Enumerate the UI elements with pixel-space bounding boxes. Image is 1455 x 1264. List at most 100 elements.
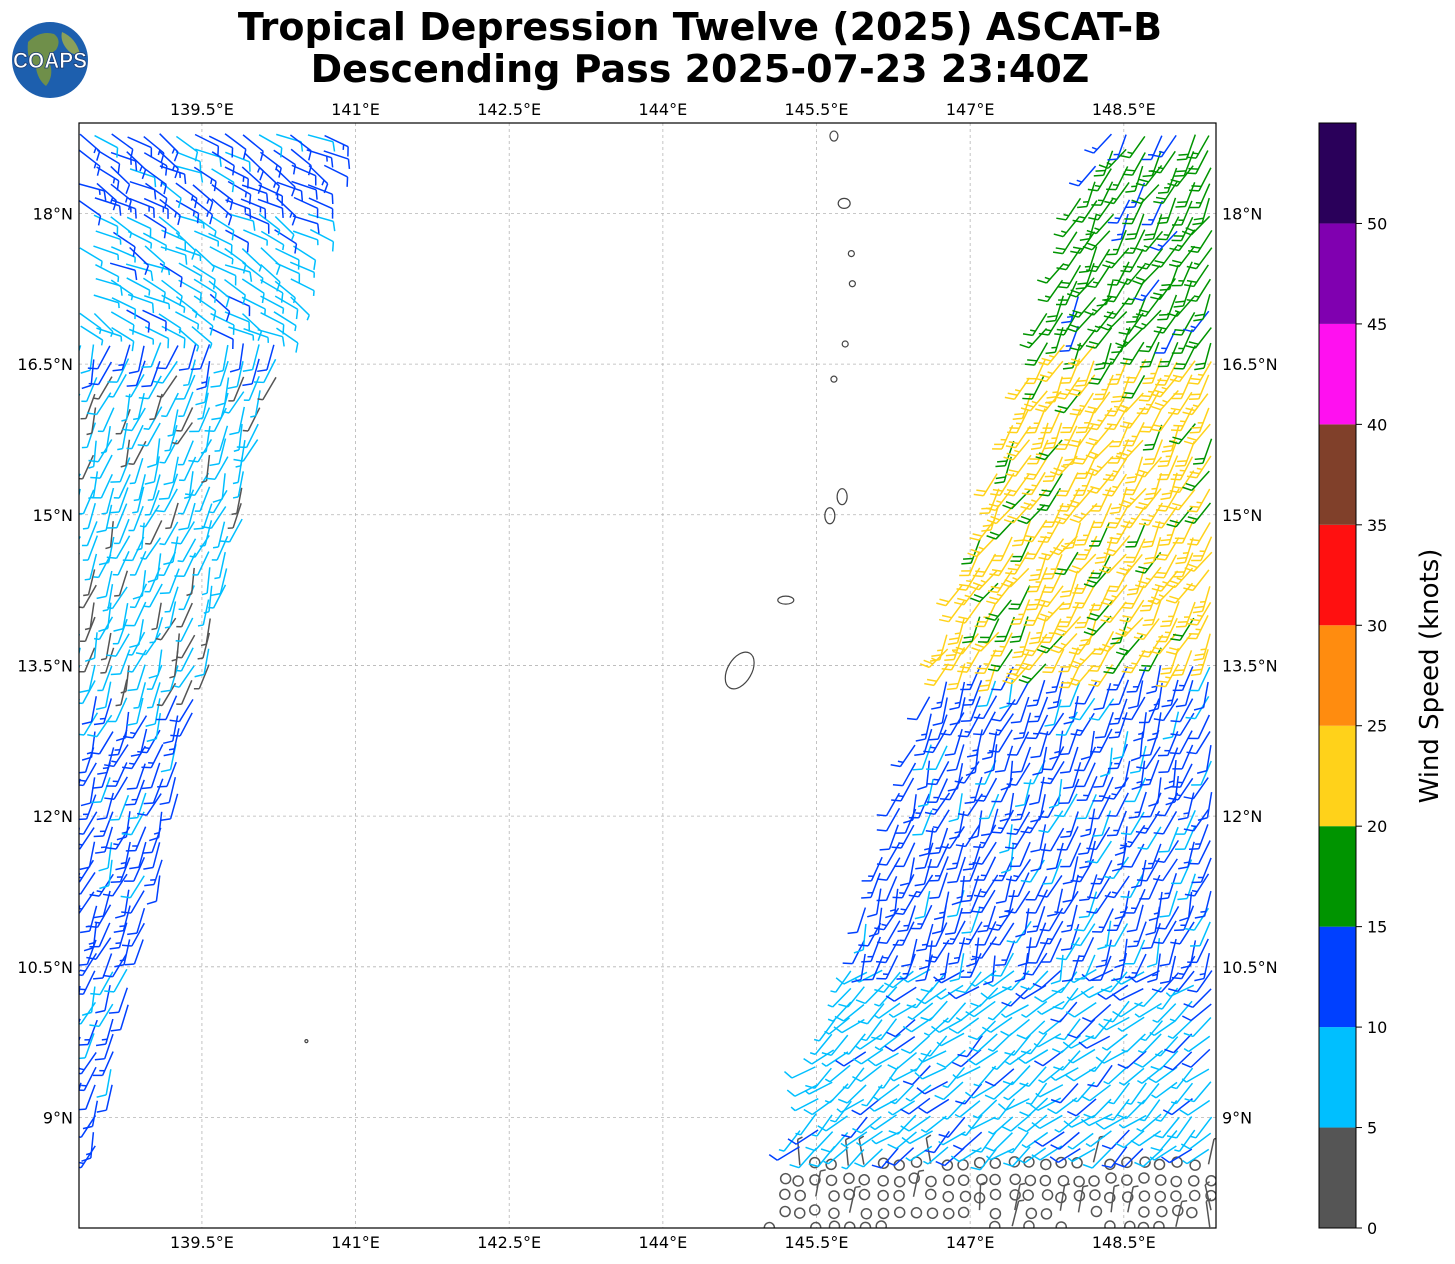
wind-barb bbox=[1134, 986, 1163, 1008]
wind-barb bbox=[869, 1098, 898, 1112]
wind-barb bbox=[1141, 923, 1161, 950]
wind-barb bbox=[178, 343, 197, 371]
wind-barb bbox=[1099, 747, 1113, 778]
wind-barb bbox=[228, 376, 245, 402]
wind-barb bbox=[1019, 648, 1047, 671]
wind-barb bbox=[891, 777, 915, 802]
wind-barb bbox=[211, 264, 237, 286]
wind-barb bbox=[932, 697, 948, 726]
logo-text: COAPS bbox=[13, 48, 87, 73]
wind-barb bbox=[1152, 1117, 1180, 1139]
wind-barb bbox=[1103, 1065, 1129, 1085]
wind-barb bbox=[1159, 519, 1179, 547]
wind-barb bbox=[1055, 425, 1078, 450]
wind-barb bbox=[1079, 618, 1097, 647]
wind-barb bbox=[905, 1145, 933, 1162]
wind-barb bbox=[91, 777, 111, 804]
wind-barb bbox=[1080, 1113, 1113, 1127]
wind-barb bbox=[1170, 712, 1195, 737]
wind-barb bbox=[133, 682, 147, 709]
wind-barb bbox=[1107, 134, 1127, 161]
wind-barb bbox=[142, 309, 167, 332]
wind-barb bbox=[1124, 888, 1146, 914]
wind-barb bbox=[224, 247, 247, 274]
wind-barb bbox=[156, 345, 179, 370]
wind-barb bbox=[83, 921, 98, 952]
wind-barb bbox=[101, 487, 115, 515]
wind-barb bbox=[127, 907, 146, 936]
wind-barb bbox=[129, 197, 155, 218]
wind-barb bbox=[1138, 1172, 1150, 1184]
wind-barb bbox=[1130, 1130, 1162, 1147]
wind-barb bbox=[1174, 151, 1195, 177]
wind-barb bbox=[260, 247, 281, 276]
wind-barb bbox=[1056, 472, 1079, 497]
wind-barb bbox=[121, 890, 145, 914]
wind-barb bbox=[973, 1065, 997, 1087]
wind-barb bbox=[120, 665, 130, 694]
wind-barb bbox=[1153, 1158, 1166, 1171]
wind-barb bbox=[859, 1221, 872, 1228]
wind-barb bbox=[120, 875, 145, 899]
wind-barb bbox=[1118, 1067, 1145, 1086]
wind-barb bbox=[176, 647, 194, 672]
wind-barb bbox=[1083, 566, 1112, 588]
wind-barb bbox=[1123, 471, 1146, 496]
wind-barb bbox=[113, 474, 131, 499]
wind-barb bbox=[1135, 164, 1163, 187]
wind-barb bbox=[962, 616, 981, 644]
wind-barb bbox=[1193, 633, 1211, 661]
wind-barb bbox=[194, 215, 217, 237]
wind-barb bbox=[87, 345, 111, 370]
wind-barb bbox=[789, 1147, 817, 1169]
wind-barb bbox=[84, 553, 98, 581]
wind-barb bbox=[1050, 1083, 1079, 1104]
wind-barb bbox=[244, 152, 265, 181]
wind-barb bbox=[1027, 439, 1049, 465]
wind-barb bbox=[79, 247, 103, 267]
wind-barb bbox=[929, 634, 948, 662]
wind-barb bbox=[1058, 778, 1080, 804]
island bbox=[829, 130, 839, 142]
wind-barb bbox=[804, 1081, 833, 1095]
wind-barb bbox=[1040, 1208, 1053, 1220]
wind-barb bbox=[112, 344, 131, 372]
wind-barb bbox=[1097, 920, 1112, 950]
wind-barb bbox=[1020, 970, 1049, 991]
wind-barb bbox=[876, 792, 900, 817]
wind-barb bbox=[193, 295, 217, 321]
wind-barb bbox=[1035, 439, 1063, 461]
wind-barb bbox=[1169, 470, 1195, 494]
wind-barb bbox=[1092, 810, 1112, 837]
wind-barb bbox=[952, 1131, 983, 1151]
wind-barb bbox=[1170, 456, 1194, 481]
wind-barb bbox=[224, 278, 247, 305]
wind-barb bbox=[1171, 406, 1194, 432]
wind-barb bbox=[147, 553, 162, 583]
wind-barb bbox=[1020, 390, 1048, 412]
wind-barb bbox=[183, 359, 196, 387]
lon-label-top: 142.5°E bbox=[477, 100, 541, 119]
wind-barb bbox=[994, 456, 1012, 485]
wind-barb bbox=[94, 1033, 114, 1061]
wind-barb bbox=[1130, 731, 1144, 762]
wind-barb bbox=[1114, 890, 1130, 920]
wind-barb bbox=[992, 424, 1014, 450]
wind-barb bbox=[1178, 841, 1195, 870]
wind-barb bbox=[260, 230, 285, 251]
wind-barb bbox=[1137, 1033, 1162, 1054]
wind-barb bbox=[918, 1098, 950, 1114]
wind-barb bbox=[1060, 811, 1079, 839]
wind-barb bbox=[1053, 215, 1081, 238]
wind-barb bbox=[1151, 134, 1177, 158]
colorbar-tick-label: 25 bbox=[1367, 717, 1387, 736]
wind-barb bbox=[88, 361, 113, 386]
wind-barb bbox=[121, 393, 131, 422]
wind-barb bbox=[89, 922, 111, 948]
wind-barb bbox=[229, 343, 245, 373]
lon-label-top: 145.5°E bbox=[785, 100, 849, 119]
wind-barb bbox=[1141, 843, 1162, 870]
wind-barb bbox=[1050, 1131, 1080, 1150]
wind-barb bbox=[1121, 1191, 1134, 1203]
wind-barb bbox=[212, 521, 226, 549]
